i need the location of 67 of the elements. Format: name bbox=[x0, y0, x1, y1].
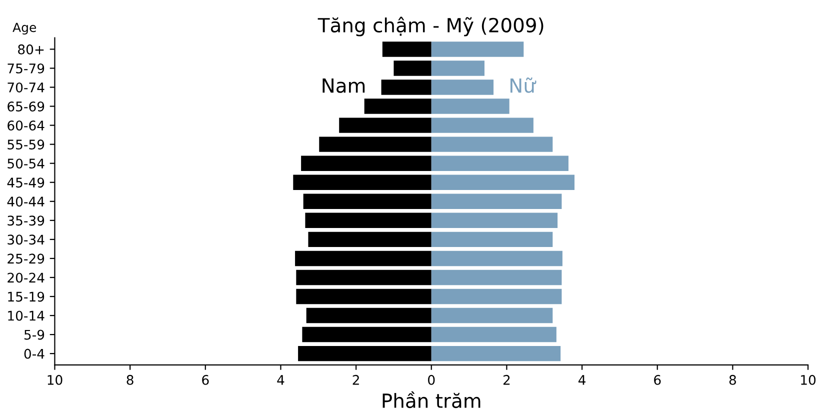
y-tick-label: 65-69 bbox=[8, 102, 44, 112]
bar bbox=[431, 212, 558, 228]
y-tick-label: 55-59 bbox=[8, 140, 44, 150]
series-label: Nam bbox=[322, 78, 365, 93]
x-tick-label: 0 bbox=[428, 374, 435, 385]
bar bbox=[296, 270, 432, 286]
y-tick-label: 30-34 bbox=[8, 234, 44, 245]
bar bbox=[431, 136, 553, 152]
bar bbox=[394, 60, 432, 76]
chart-title: Tăng chậm - Mỹ (2009) bbox=[318, 16, 544, 36]
bar bbox=[382, 42, 432, 57]
y-tick-label: 25-29 bbox=[8, 254, 44, 264]
y-tick-label: 35-39 bbox=[8, 216, 44, 226]
bar bbox=[431, 346, 561, 362]
bar bbox=[431, 156, 568, 171]
y-tick-label: 45-49 bbox=[7, 178, 44, 188]
bar bbox=[319, 136, 432, 152]
x-tick-label: 10 bbox=[48, 374, 62, 385]
y-tick-label: 50-54 bbox=[8, 158, 44, 169]
y-tick-label: 15-19 bbox=[8, 292, 44, 302]
series-label: Nữ bbox=[510, 78, 536, 93]
x-tick-label: 6 bbox=[654, 374, 661, 385]
bar bbox=[431, 232, 553, 248]
y-tick-label: 60-64 bbox=[8, 120, 44, 130]
x-tick-label: 6 bbox=[202, 374, 209, 385]
x-tick-label: 10 bbox=[801, 374, 816, 385]
bar bbox=[305, 212, 432, 228]
bar bbox=[431, 308, 553, 324]
y-tick-label: 75-79 bbox=[8, 63, 44, 74]
x-tick-label: 8 bbox=[729, 374, 736, 385]
bar bbox=[303, 194, 432, 209]
x-axis-title: Phần trăm bbox=[382, 391, 480, 408]
y-tick-label: 40-44 bbox=[7, 196, 44, 207]
bar bbox=[431, 98, 510, 114]
bar bbox=[301, 156, 432, 171]
bar bbox=[431, 174, 574, 190]
bar bbox=[431, 80, 494, 95]
bar bbox=[431, 194, 562, 209]
bar bbox=[295, 250, 432, 266]
bar bbox=[431, 326, 556, 342]
bar bbox=[306, 308, 432, 324]
y-tick-label: 80+ bbox=[18, 44, 44, 54]
bar bbox=[296, 288, 432, 304]
bar bbox=[431, 118, 534, 133]
y-axis-title: Age bbox=[12, 22, 36, 35]
bar bbox=[431, 42, 524, 57]
bar bbox=[298, 346, 432, 362]
y-tick-label: 70-74 bbox=[8, 82, 44, 92]
bar bbox=[293, 174, 432, 190]
y-tick-label: 0-4 bbox=[24, 348, 44, 359]
y-tick-label: 20-24 bbox=[8, 272, 44, 283]
x-tick-label: 4 bbox=[277, 375, 284, 385]
bar bbox=[431, 288, 562, 304]
bar bbox=[364, 98, 432, 114]
bar bbox=[308, 232, 432, 248]
y-tick-label: 5-9 bbox=[24, 330, 44, 340]
bar bbox=[381, 80, 432, 95]
x-tick-label: 8 bbox=[126, 374, 134, 385]
bar bbox=[339, 118, 432, 133]
bar bbox=[431, 60, 484, 76]
bar bbox=[431, 270, 562, 286]
bar bbox=[431, 250, 562, 266]
bar bbox=[302, 326, 432, 342]
y-tick-label: 10-14 bbox=[8, 310, 44, 321]
x-tick-label: 2 bbox=[503, 374, 510, 385]
x-tick-label: 2 bbox=[352, 374, 359, 385]
x-tick-label: 4 bbox=[578, 375, 586, 385]
